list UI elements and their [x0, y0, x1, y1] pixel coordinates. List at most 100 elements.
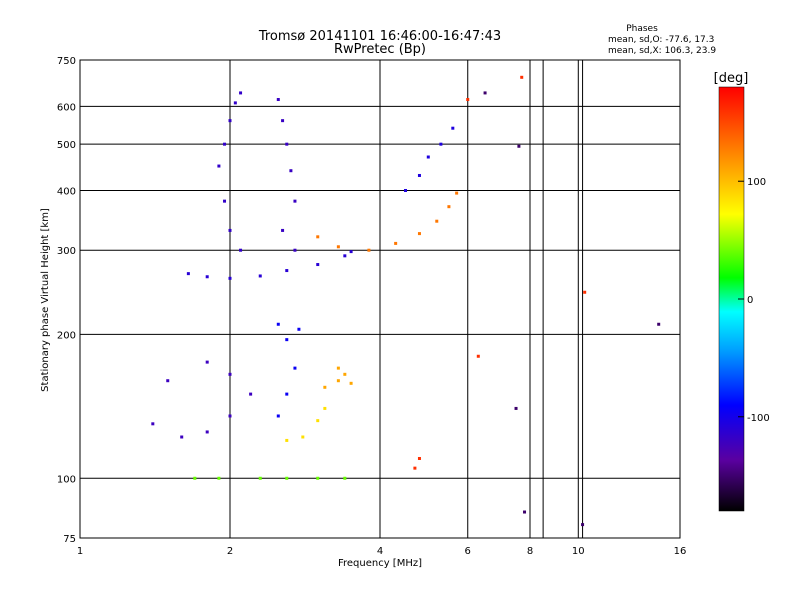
data-point	[180, 435, 184, 439]
x-tick-label: 6	[465, 546, 471, 557]
data-point	[343, 254, 347, 258]
data-point	[297, 327, 301, 331]
y-axis: 75 100 200 300 400 500 600 750	[57, 56, 76, 545]
data-point	[336, 245, 340, 249]
data-point	[166, 379, 170, 383]
data-point	[239, 248, 243, 252]
data-point	[476, 354, 480, 358]
data-point	[285, 269, 289, 273]
data-point	[316, 235, 320, 239]
data-point	[293, 366, 297, 370]
data-point	[276, 414, 280, 418]
stats-line-x: mean, sd,X: 106.3, 23.9	[608, 46, 716, 56]
data-point	[657, 322, 661, 326]
data-point	[205, 430, 209, 434]
data-point	[186, 272, 190, 276]
data-point	[228, 372, 232, 376]
data-point	[583, 290, 587, 294]
data-point	[285, 338, 289, 342]
data-point	[151, 422, 155, 426]
data-point	[223, 199, 227, 203]
data-point	[285, 142, 289, 146]
data-point	[316, 476, 320, 480]
data-point	[367, 248, 371, 252]
plot-frame	[79, 59, 681, 539]
colorbar-tick-label: 100	[747, 177, 766, 188]
x-tick-label: 2	[227, 546, 233, 557]
data-point	[239, 91, 243, 95]
data-point	[417, 173, 421, 177]
y-tick-label: 100	[57, 474, 76, 485]
colorbar-label: [deg]	[714, 71, 749, 86]
data-point	[413, 466, 417, 470]
data-point	[517, 144, 521, 148]
data-point	[316, 263, 320, 267]
data-point	[447, 205, 451, 209]
data-point	[205, 275, 209, 279]
data-point	[276, 98, 280, 102]
data-points	[151, 75, 661, 527]
x-tick-label: 1	[77, 546, 83, 557]
data-point	[349, 250, 353, 254]
data-point	[258, 476, 262, 480]
stats-line-o: mean, sd,O: -77.6, 17.3	[608, 35, 714, 45]
data-point	[466, 98, 470, 102]
data-point	[205, 360, 209, 364]
data-point	[293, 248, 297, 252]
data-point	[417, 232, 421, 236]
data-point	[581, 523, 585, 527]
grid-lines	[80, 60, 680, 538]
x-axis-label: Frequency [MHz]	[338, 558, 422, 569]
data-point	[336, 366, 340, 370]
data-point	[281, 119, 285, 123]
y-tick-label: 750	[57, 56, 76, 67]
data-point	[514, 406, 518, 410]
data-point	[276, 322, 280, 326]
data-point	[289, 169, 293, 173]
stats-heading: Phases	[626, 24, 658, 34]
x-tick-label: 16	[674, 546, 687, 557]
data-point	[343, 476, 347, 480]
data-point	[483, 91, 487, 95]
data-point	[293, 199, 297, 203]
data-point	[228, 119, 232, 123]
data-point	[285, 392, 289, 396]
data-point	[233, 101, 237, 105]
data-point	[285, 438, 289, 442]
data-point	[520, 75, 524, 79]
data-point	[394, 241, 398, 245]
data-point	[426, 155, 430, 159]
data-point	[285, 476, 289, 480]
data-point	[323, 385, 327, 389]
x-tick-label: 8	[527, 546, 533, 557]
data-point	[439, 142, 443, 146]
data-point	[258, 274, 262, 278]
data-point	[455, 191, 459, 195]
data-point	[336, 379, 340, 383]
x-axis: 1 2 4 6 8 10 16	[77, 546, 687, 557]
chart-title: Tromsø 20141101 16:46:00-16:47:43	[258, 29, 501, 44]
y-tick-label: 500	[57, 140, 76, 151]
data-point	[435, 219, 439, 223]
data-point	[343, 372, 347, 376]
data-point	[228, 276, 232, 280]
data-point	[301, 435, 305, 439]
data-point	[228, 414, 232, 418]
y-tick-label: 600	[57, 102, 76, 113]
data-point	[349, 381, 353, 385]
chart-subtitle: RwPretec (Bp)	[334, 42, 426, 57]
data-point	[451, 126, 455, 130]
data-point	[249, 392, 253, 396]
x-tick-label: 10	[572, 546, 585, 557]
data-point	[417, 456, 421, 460]
x-tick-label: 4	[377, 546, 383, 557]
y-axis-label: Stationary phase Virtual Height [km]	[40, 208, 51, 392]
data-point	[217, 164, 221, 168]
data-point	[223, 142, 227, 146]
colorbar-ticks: 100 0 -100	[738, 177, 770, 424]
data-point	[217, 476, 221, 480]
data-point	[523, 510, 527, 514]
data-point	[323, 406, 327, 410]
data-point	[228, 228, 232, 232]
